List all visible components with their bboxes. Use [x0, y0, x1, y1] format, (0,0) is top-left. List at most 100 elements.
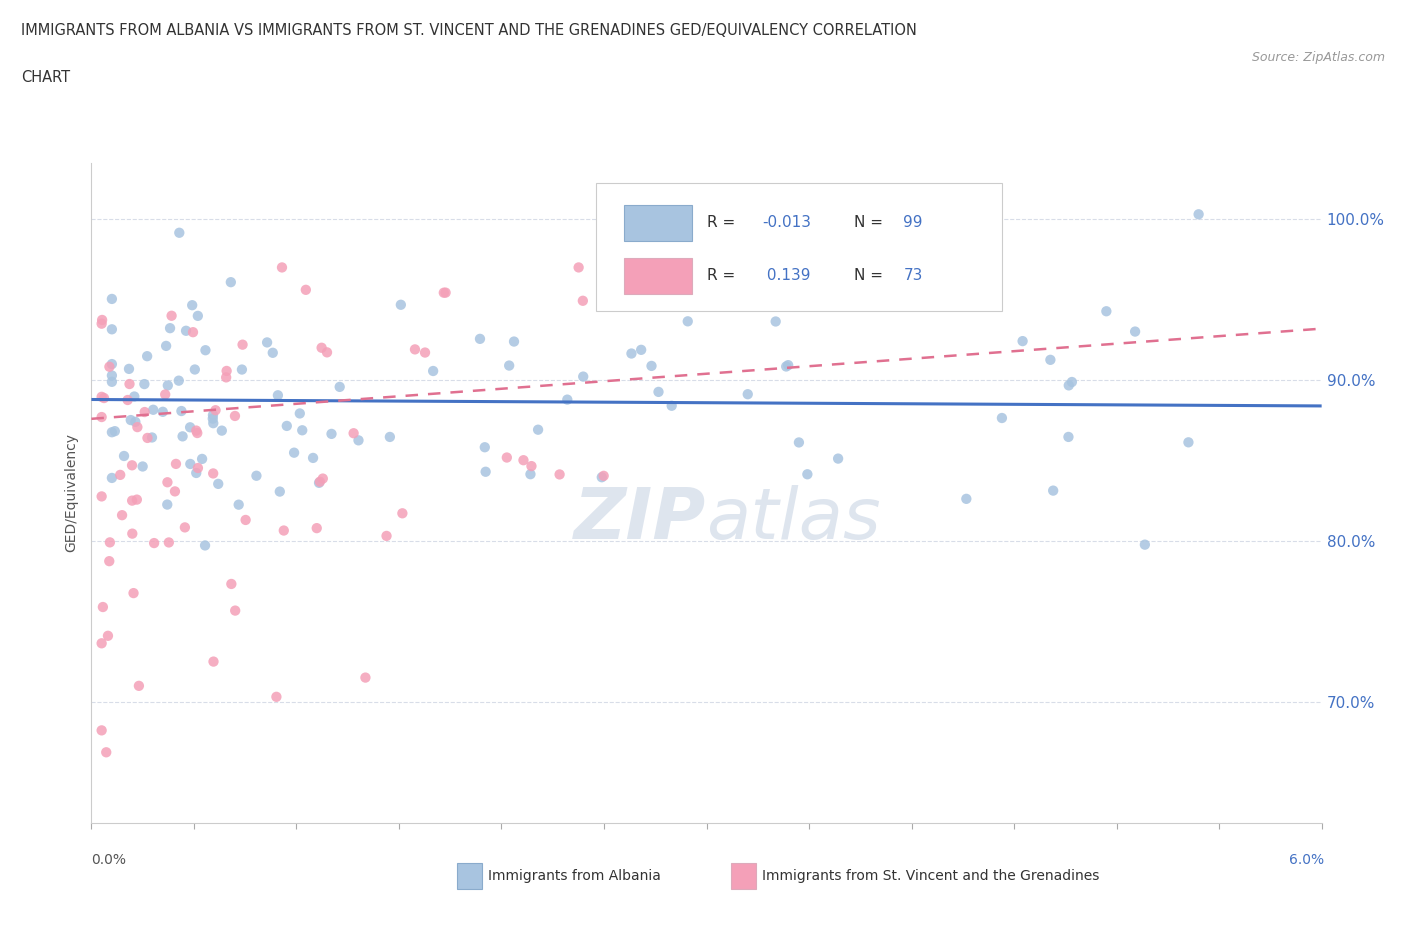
Point — [142, 403, 165, 418]
Point — [160, 309, 183, 324]
Point — [121, 493, 143, 508]
Point — [131, 459, 153, 474]
Point — [737, 387, 759, 402]
Text: Immigrants from Albania: Immigrants from Albania — [488, 869, 661, 883]
Point — [141, 430, 163, 445]
Point — [991, 410, 1014, 425]
Point — [202, 466, 225, 481]
Point — [555, 392, 578, 407]
Point — [194, 343, 217, 358]
Point — [1187, 206, 1209, 221]
Point — [568, 260, 591, 275]
Point — [101, 368, 124, 383]
Point — [97, 629, 120, 644]
Text: 73: 73 — [903, 268, 922, 283]
Point — [343, 426, 366, 441]
Point — [186, 426, 208, 441]
Point — [184, 362, 207, 377]
Point — [640, 358, 662, 373]
Point — [308, 475, 330, 490]
Point — [219, 274, 242, 289]
Point — [128, 678, 150, 693]
Point — [1123, 325, 1146, 339]
Point — [124, 415, 146, 430]
Text: 6.0%: 6.0% — [1289, 853, 1324, 868]
Point — [121, 526, 143, 541]
Point — [181, 325, 204, 339]
Point — [228, 498, 250, 512]
Point — [262, 345, 284, 360]
Point — [194, 538, 217, 552]
Point — [90, 316, 112, 331]
Point — [495, 450, 517, 465]
Point — [186, 423, 208, 438]
Text: R =: R = — [706, 268, 740, 283]
Point — [1011, 334, 1033, 349]
Point — [316, 345, 339, 360]
Y-axis label: GED/Equivalency: GED/Equivalency — [65, 433, 79, 552]
Point — [90, 489, 112, 504]
Point — [159, 321, 181, 336]
Point — [215, 364, 238, 379]
Point — [288, 406, 311, 421]
Point — [329, 379, 352, 394]
Point — [174, 324, 197, 339]
Point — [90, 390, 112, 405]
Point — [172, 429, 194, 444]
Point — [592, 469, 614, 484]
Point — [93, 391, 115, 405]
Point — [134, 377, 156, 392]
Point — [827, 451, 849, 466]
Point — [152, 405, 174, 419]
Point — [156, 498, 179, 512]
Point — [474, 464, 496, 479]
Point — [91, 600, 114, 615]
Point — [519, 467, 541, 482]
Point — [121, 458, 143, 472]
Point — [127, 419, 149, 434]
Point — [224, 604, 246, 618]
Point — [647, 384, 669, 399]
Point — [125, 492, 148, 507]
Point — [796, 467, 818, 482]
Point — [202, 416, 225, 431]
Point — [101, 425, 124, 440]
Point — [422, 364, 444, 379]
Point — [591, 470, 613, 485]
Text: Source: ZipAtlas.com: Source: ZipAtlas.com — [1251, 51, 1385, 64]
Point — [186, 466, 208, 481]
Point — [170, 404, 193, 418]
Point — [1042, 484, 1064, 498]
Text: Immigrants from St. Vincent and the Grenadines: Immigrants from St. Vincent and the Gren… — [762, 869, 1099, 883]
Point — [90, 636, 112, 651]
Point — [413, 345, 436, 360]
Point — [706, 275, 728, 290]
Point — [204, 403, 226, 418]
Point — [273, 523, 295, 538]
Point — [104, 424, 127, 439]
Point — [235, 512, 257, 527]
Point — [112, 448, 135, 463]
Point — [1057, 378, 1080, 392]
Point — [955, 491, 977, 506]
Text: -0.013: -0.013 — [762, 216, 811, 231]
Point — [474, 440, 496, 455]
Point — [122, 586, 145, 601]
Point — [520, 458, 543, 473]
Point — [572, 293, 595, 308]
Point — [136, 349, 159, 364]
Text: R =: R = — [706, 216, 740, 231]
Point — [187, 309, 209, 324]
Point — [111, 508, 134, 523]
Bar — [624, 206, 692, 242]
Point — [201, 411, 224, 426]
Point — [283, 445, 305, 460]
FancyBboxPatch shape — [596, 182, 1001, 312]
Text: 99: 99 — [903, 216, 922, 231]
Point — [215, 370, 238, 385]
Point — [269, 485, 291, 499]
Point — [156, 378, 179, 392]
Point — [765, 314, 787, 329]
Point — [98, 535, 121, 550]
Point — [173, 520, 195, 535]
